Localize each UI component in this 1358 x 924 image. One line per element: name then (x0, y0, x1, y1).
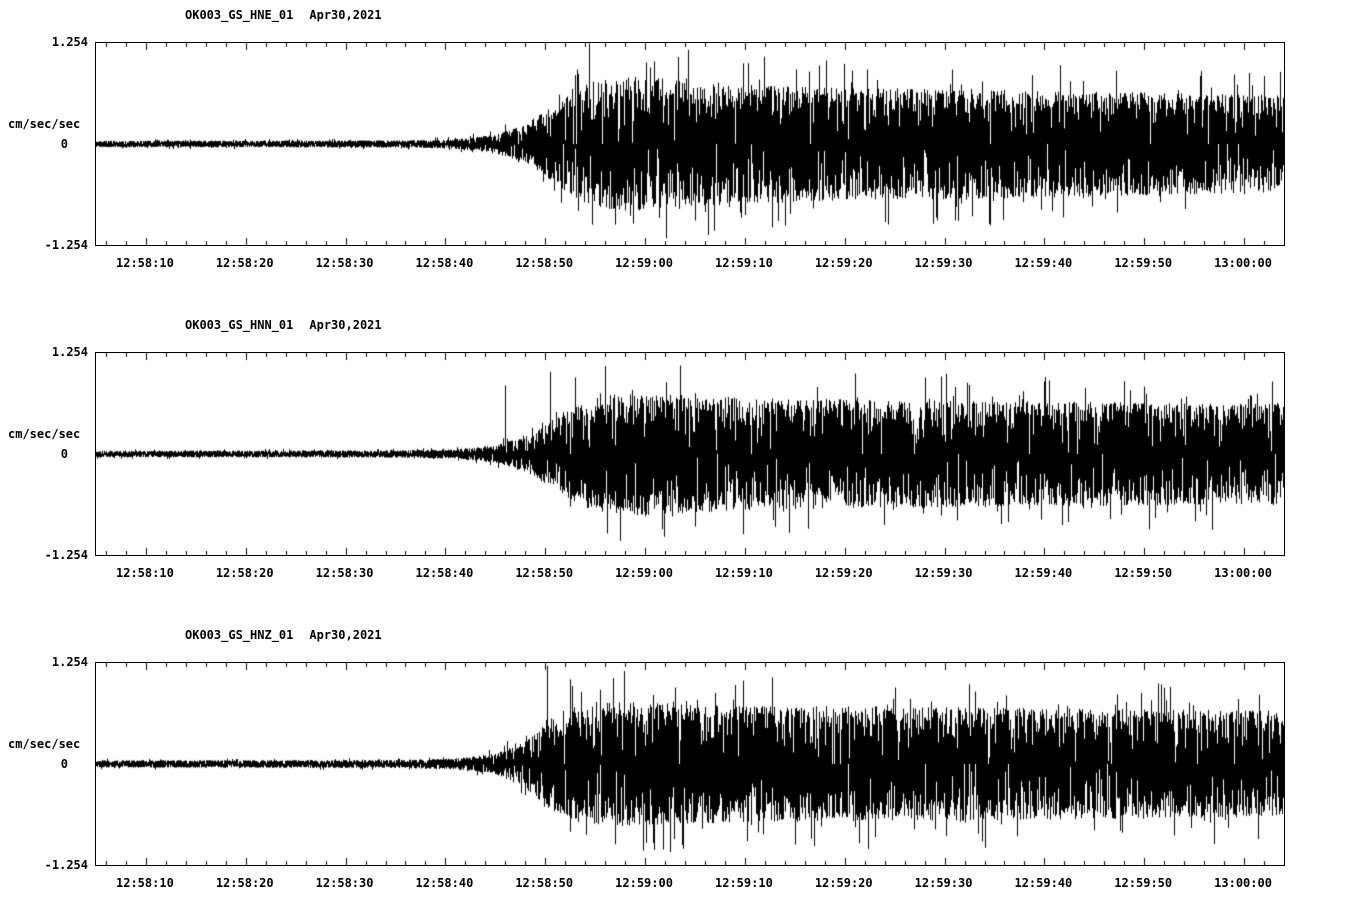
trace-title: OK003_GS_HNZ_01 Apr30,2021 (185, 628, 382, 642)
plot-area (95, 42, 1285, 246)
x-tick-label: 12:58:40 (415, 566, 474, 580)
x-tick-label: 12:58:30 (315, 256, 374, 270)
y-tick-label-max: 1.254 (51, 655, 88, 669)
y-axis-units-label: cm/sec/sec (8, 427, 81, 441)
trace-title: OK003_GS_HNN_01 Apr30,2021 (185, 318, 382, 332)
date-label: Apr30,2021 (309, 8, 382, 22)
y-tick-label-max: 1.254 (51, 345, 88, 359)
trace-title: OK003_GS_HNE_01 Apr30,2021 (185, 8, 382, 22)
x-tick-label: 12:59:50 (1114, 566, 1173, 580)
seismogram-panel-hne: OK003_GS_HNE_01 Apr30,2021 1.254 cm/sec/… (0, 0, 1358, 310)
x-tick-label: 13:00:00 (1214, 566, 1272, 580)
x-tick-label: 12:59:00 (615, 566, 673, 580)
seismogram-waveform-canvas (96, 663, 1284, 865)
x-tick-label: 12:59:10 (715, 256, 773, 270)
x-tick-label: 12:58:10 (116, 566, 174, 580)
y-tick-label-min: -1.254 (44, 238, 88, 252)
x-tick-label: 12:59:10 (715, 876, 773, 890)
plot-area (95, 662, 1285, 866)
x-tick-label: 12:58:20 (215, 566, 274, 580)
x-tick-label: 12:59:30 (914, 256, 973, 270)
x-tick-label: 12:59:20 (814, 566, 873, 580)
x-tick-label: 12:59:40 (1014, 256, 1073, 270)
x-tick-label: 12:58:40 (415, 876, 474, 890)
x-tick-label: 12:59:40 (1014, 876, 1073, 890)
date-label: Apr30,2021 (309, 628, 382, 642)
station-channel-label: OK003_GS_HNN_01 (185, 318, 294, 332)
x-tick-label: 12:59:30 (914, 876, 973, 890)
x-tick-label: 12:59:50 (1114, 256, 1173, 270)
x-axis-labels: 12:58:10 12:58:20 12:58:30 12:58:40 12:58:50… (95, 256, 1283, 272)
x-tick-label: 12:59:20 (814, 256, 873, 270)
x-tick-label: 12:58:10 (116, 876, 174, 890)
x-tick-label: 12:59:40 (1014, 566, 1073, 580)
seismogram-waveform-canvas (96, 353, 1284, 555)
x-tick-label: 12:59:50 (1114, 876, 1173, 890)
x-tick-label: 13:00:00 (1214, 876, 1272, 890)
x-tick-label: 13:00:00 (1214, 256, 1272, 270)
plot-area (95, 352, 1285, 556)
station-channel-label: OK003_GS_HNZ_01 (185, 628, 294, 642)
seismogram-panel-hnz: OK003_GS_HNZ_01 Apr30,2021 1.254 cm/sec/… (0, 620, 1358, 924)
x-axis-labels: 12:58:10 12:58:20 12:58:30 12:58:40 12:58:50… (95, 566, 1283, 582)
x-tick-label: 12:58:50 (515, 876, 574, 890)
y-axis-units-label: cm/sec/sec (8, 737, 81, 751)
x-tick-label: 12:58:30 (315, 566, 374, 580)
x-tick-label: 12:58:50 (515, 256, 574, 270)
x-tick-label: 12:58:50 (515, 566, 574, 580)
x-tick-label: 12:59:00 (615, 256, 673, 270)
y-tick-label-zero: 0 (60, 137, 68, 151)
seismogram-waveform-canvas (96, 43, 1284, 245)
y-tick-label-max: 1.254 (51, 35, 88, 49)
x-tick-label: 12:58:20 (215, 876, 274, 890)
station-channel-label: OK003_GS_HNE_01 (185, 8, 294, 22)
y-axis-units-label: cm/sec/sec (8, 117, 81, 131)
y-tick-label-zero: 0 (60, 757, 68, 771)
x-tick-label: 12:59:10 (715, 566, 773, 580)
x-tick-label: 12:59:30 (914, 566, 973, 580)
date-label: Apr30,2021 (309, 318, 382, 332)
x-tick-label: 12:59:00 (615, 876, 673, 890)
x-tick-label: 12:59:20 (814, 876, 873, 890)
y-tick-label-min: -1.254 (44, 548, 88, 562)
x-axis-labels: 12:58:10 12:58:20 12:58:30 12:58:40 12:58:50… (95, 876, 1283, 892)
x-tick-label: 12:58:20 (215, 256, 274, 270)
y-tick-label-min: -1.254 (44, 858, 88, 872)
x-tick-label: 12:58:40 (415, 256, 474, 270)
y-tick-label-zero: 0 (60, 447, 68, 461)
seismogram-panel-hnn: OK003_GS_HNN_01 Apr30,2021 1.254 cm/sec/… (0, 310, 1358, 620)
x-tick-label: 12:58:30 (315, 876, 374, 890)
x-tick-label: 12:58:10 (116, 256, 174, 270)
